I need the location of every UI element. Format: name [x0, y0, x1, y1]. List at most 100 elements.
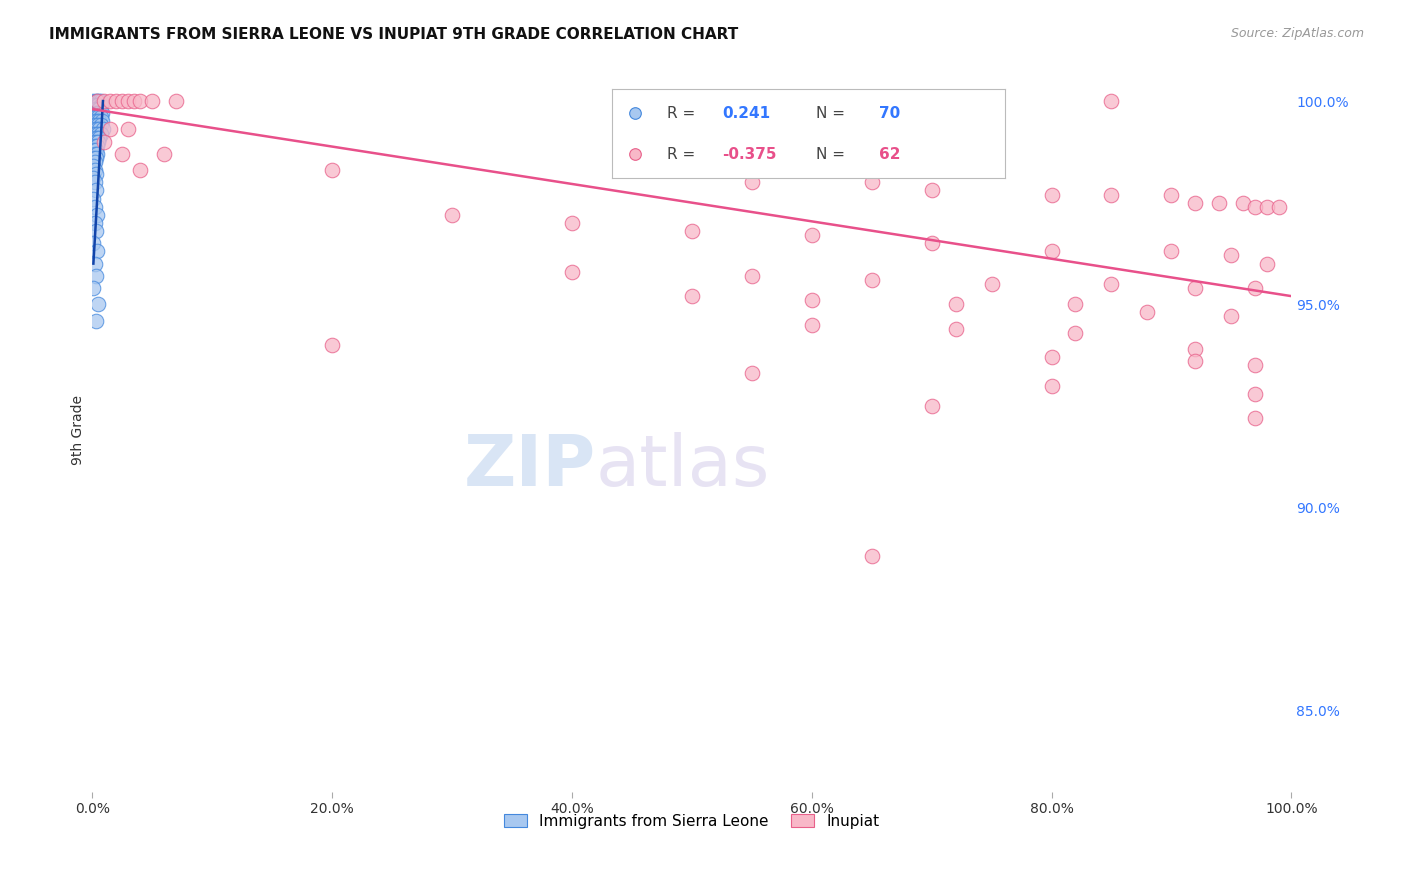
Point [321, 163, 343, 178]
Point [800, 318, 823, 332]
Point [1101, 277, 1123, 291]
Point [98, 122, 121, 136]
Point [89, 106, 111, 120]
Point [84, 135, 107, 149]
Point [129, 163, 152, 178]
Point [1184, 342, 1206, 356]
Point [1064, 326, 1087, 340]
Point [141, 94, 163, 108]
Point [86, 114, 108, 128]
Point [90, 94, 112, 108]
Point [945, 321, 967, 335]
Point [90, 106, 112, 120]
Point [741, 175, 763, 189]
Point [82, 236, 104, 251]
Point [90, 110, 112, 124]
Point [860, 549, 883, 564]
Point [84, 119, 107, 133]
Point [620, 163, 643, 178]
Point [83, 114, 105, 128]
Point [1256, 257, 1278, 271]
Point [84, 167, 107, 181]
Point [90, 119, 112, 133]
Point [82, 119, 104, 133]
Point [89, 102, 111, 116]
Point [82, 151, 104, 165]
Point [84, 313, 107, 327]
Point [624, 147, 647, 161]
Point [84, 127, 107, 141]
Point [82, 281, 104, 295]
Point [129, 94, 152, 108]
Point [1040, 350, 1063, 364]
Point [83, 130, 105, 145]
Point [84, 268, 107, 283]
Point [82, 159, 104, 173]
Point [83, 257, 105, 271]
Text: IMMIGRANTS FROM SIERRA LEONE VS INUPIAT 9TH GRADE CORRELATION CHART: IMMIGRANTS FROM SIERRA LEONE VS INUPIAT … [49, 27, 738, 42]
Point [860, 273, 883, 287]
Point [98, 94, 121, 108]
Point [93, 135, 115, 149]
Text: R =: R = [666, 106, 695, 120]
Point [86, 94, 108, 108]
Text: atlas: atlas [596, 432, 770, 501]
Point [86, 244, 108, 259]
Point [86, 146, 108, 161]
Text: N =: N = [817, 106, 845, 120]
Point [117, 122, 139, 136]
Point [1244, 411, 1267, 425]
Point [87, 127, 110, 141]
Point [84, 94, 107, 108]
Point [87, 119, 110, 133]
Point [921, 184, 943, 198]
Point [1136, 305, 1159, 319]
Point [1184, 281, 1206, 295]
Point [1040, 244, 1063, 259]
Point [87, 98, 110, 112]
Point [105, 94, 128, 108]
Point [1208, 195, 1230, 210]
Point [86, 106, 108, 120]
Point [89, 114, 111, 128]
Point [82, 110, 104, 124]
Point [86, 138, 108, 153]
Point [1064, 297, 1087, 311]
Point [741, 367, 763, 381]
Text: 0.241: 0.241 [721, 106, 770, 120]
Point [153, 146, 176, 161]
Point [1101, 187, 1123, 202]
Point [84, 184, 107, 198]
Point [83, 163, 105, 178]
Point [82, 135, 104, 149]
Point [83, 175, 105, 189]
Point [1040, 187, 1063, 202]
Point [83, 200, 105, 214]
Point [1232, 195, 1254, 210]
Point [1244, 386, 1267, 401]
Point [1220, 310, 1243, 324]
Point [86, 130, 108, 145]
Point [87, 102, 110, 116]
Point [82, 143, 104, 157]
Point [83, 146, 105, 161]
Point [91, 122, 114, 136]
Point [83, 155, 105, 169]
Point [165, 94, 187, 108]
Point [93, 94, 115, 108]
Legend: Immigrants from Sierra Leone, Inupiat: Immigrants from Sierra Leone, Inupiat [498, 807, 886, 835]
Text: 62: 62 [879, 147, 901, 161]
Point [624, 106, 647, 120]
Point [921, 399, 943, 413]
Point [945, 297, 967, 311]
Text: N =: N = [817, 147, 845, 161]
Point [86, 94, 108, 108]
Text: ZIP: ZIP [464, 432, 596, 501]
Text: R =: R = [666, 147, 695, 161]
Point [83, 106, 105, 120]
Point [87, 297, 110, 311]
Point [89, 130, 111, 145]
Point [800, 228, 823, 243]
Point [111, 146, 134, 161]
Point [321, 338, 343, 352]
